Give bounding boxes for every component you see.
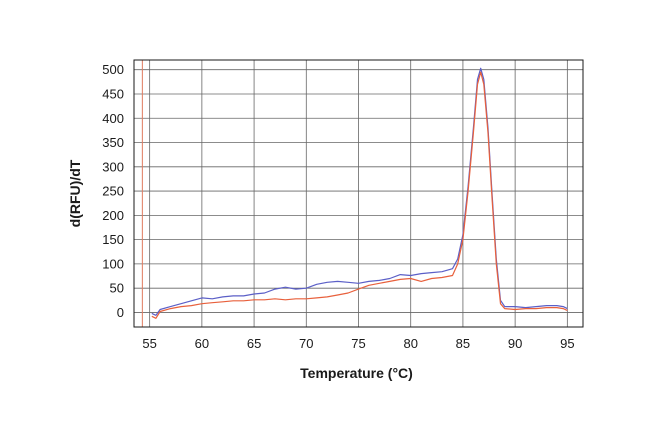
x-axis-label: Temperature (°C) [300, 365, 413, 381]
plot-frame [133, 59, 584, 328]
series-line-2 [151, 71, 568, 319]
x-tick-label-90: 90 [508, 336, 522, 351]
x-tick-label-60: 60 [195, 336, 209, 351]
x-tick-labels: 55 60 65 70 75 80 85 90 95 [142, 336, 574, 351]
x-tick-label-65: 65 [247, 336, 261, 351]
x-tick-label-55: 55 [142, 336, 156, 351]
series-line-1 [151, 67, 568, 316]
x-tick-label-75: 75 [351, 336, 365, 351]
y-tick-label-500: 500 [102, 62, 124, 77]
y-tick-label-150: 150 [102, 232, 124, 247]
grid-layer [134, 60, 583, 327]
y-tick-label-50: 50 [110, 281, 124, 296]
y-tick-label-0: 0 [117, 305, 124, 320]
x-tick-label-80: 80 [403, 336, 417, 351]
y-tick-label-250: 250 [102, 184, 124, 199]
series-layer [151, 67, 568, 319]
x-tick-label-95: 95 [560, 336, 574, 351]
y-tick-label-450: 450 [102, 86, 124, 101]
y-tick-labels: 0 50 100 150 200 250 300 350 400 450 500 [102, 62, 124, 320]
y-tick-label-100: 100 [102, 256, 124, 271]
y-tick-label-400: 400 [102, 111, 124, 126]
y-tick-label-300: 300 [102, 159, 124, 174]
y-tick-label-200: 200 [102, 208, 124, 223]
x-tick-label-70: 70 [299, 336, 313, 351]
y-tick-label-350: 350 [102, 135, 124, 150]
x-tick-label-85: 85 [456, 336, 470, 351]
y-axis-label: d(RFU)/dT [67, 159, 83, 227]
